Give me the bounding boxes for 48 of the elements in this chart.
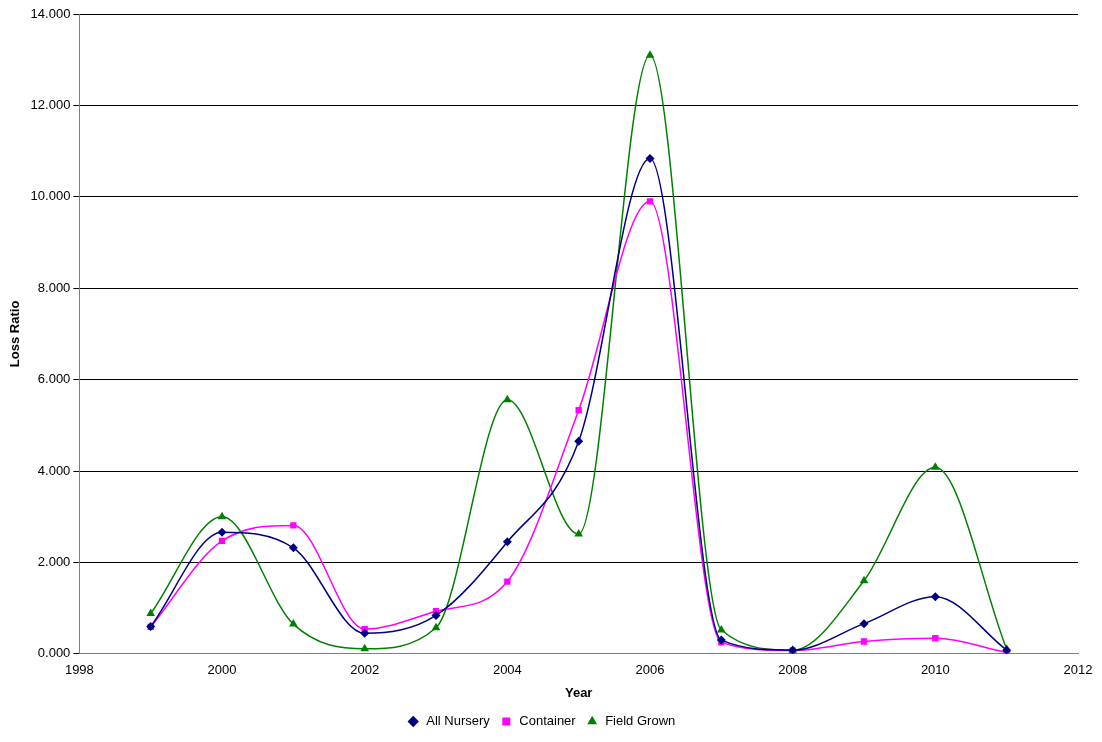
y-tick-label: 4.000 xyxy=(37,462,71,478)
point xyxy=(360,643,370,652)
point xyxy=(859,575,869,584)
point xyxy=(431,622,441,631)
point xyxy=(290,522,297,529)
x-tick-label: 2000 xyxy=(207,662,237,678)
point xyxy=(575,407,582,414)
point xyxy=(930,592,940,602)
point xyxy=(574,436,584,446)
point xyxy=(716,635,726,645)
point xyxy=(574,529,584,537)
y-tick-label: 8.000 xyxy=(37,279,71,295)
point xyxy=(717,625,726,633)
y-tick-label: 2.000 xyxy=(37,553,71,569)
point xyxy=(503,394,512,403)
x-tick-label: 2006 xyxy=(635,662,665,678)
point xyxy=(146,608,156,617)
point xyxy=(932,635,939,642)
x-tick-label: 2008 xyxy=(778,662,808,678)
point xyxy=(360,628,370,638)
point xyxy=(931,462,940,470)
point xyxy=(288,543,298,553)
y-tick-label: 10.000 xyxy=(30,188,71,204)
legend-label: Container xyxy=(519,713,577,729)
y-axis-title: Loss Ratio xyxy=(7,300,23,368)
point xyxy=(217,527,227,537)
point xyxy=(504,578,511,585)
x-axis-title: Year xyxy=(564,684,593,700)
legend-label: All Nursery xyxy=(426,713,491,729)
x-tick-label: 2010 xyxy=(920,662,950,678)
y-tick-label: 6.000 xyxy=(37,371,71,387)
y-tick-label: 12.000 xyxy=(30,96,71,112)
y-tick-label: 14.000 xyxy=(30,5,71,21)
point xyxy=(502,537,512,547)
point xyxy=(645,153,655,163)
point xyxy=(645,50,655,58)
y-tick-label: 0.000 xyxy=(37,645,71,661)
point xyxy=(646,198,654,205)
x-tick-label: 2004 xyxy=(492,662,522,678)
x-tick-label: 1998 xyxy=(64,662,94,678)
point xyxy=(431,610,441,620)
point xyxy=(860,638,868,645)
point xyxy=(289,619,298,627)
point xyxy=(859,619,869,629)
x-tick-label: 2002 xyxy=(350,662,380,678)
legend-label: Field Grown xyxy=(605,713,676,729)
point xyxy=(217,511,227,520)
x-tick-label: 2012 xyxy=(1063,662,1093,678)
